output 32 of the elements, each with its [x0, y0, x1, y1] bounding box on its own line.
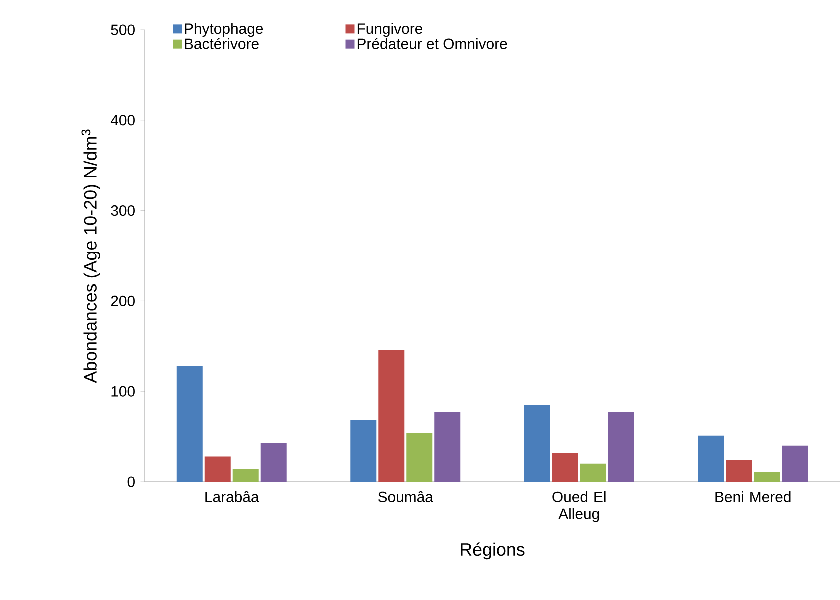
bar: [524, 405, 550, 482]
bar: [782, 446, 808, 482]
legend-label: Bactérivore: [185, 38, 259, 50]
y-tick-label: 200: [111, 296, 135, 306]
bar: [406, 433, 433, 482]
bar: [754, 472, 780, 482]
y-tick-label: 100: [112, 386, 135, 397]
legend-label: Fungivore: [358, 23, 423, 38]
y-tick-label: 300: [111, 206, 135, 216]
y-tick-label: 400: [110, 115, 135, 126]
bar: [350, 420, 377, 482]
y-tick-label: 0: [128, 476, 135, 488]
bar: [726, 460, 752, 482]
x-tick-label: Soumâa: [378, 491, 434, 502]
bar: [176, 366, 203, 482]
y-tick-label: 500: [111, 24, 135, 36]
bar: [378, 350, 405, 482]
bar: [552, 453, 578, 482]
legend-label: Prédateur et Omnivore: [358, 38, 508, 50]
legend-label: Phytophage: [185, 23, 264, 38]
bar: [608, 412, 634, 482]
bar: [434, 412, 461, 482]
bar: [260, 443, 287, 482]
x-axis-title: Régions: [461, 542, 525, 560]
x-tick-label: Oued El Alleug: [552, 491, 606, 522]
bar: [204, 456, 231, 482]
y-axis-title: Abondances (Age 10-20) N/dm$^{3}$: [82, 130, 100, 384]
bar: [698, 436, 724, 482]
x-tick-label: Beni Mered: [716, 491, 791, 502]
x-tick-label: Larabâa: [206, 491, 260, 502]
bar: [580, 464, 606, 482]
bar: [232, 469, 259, 482]
